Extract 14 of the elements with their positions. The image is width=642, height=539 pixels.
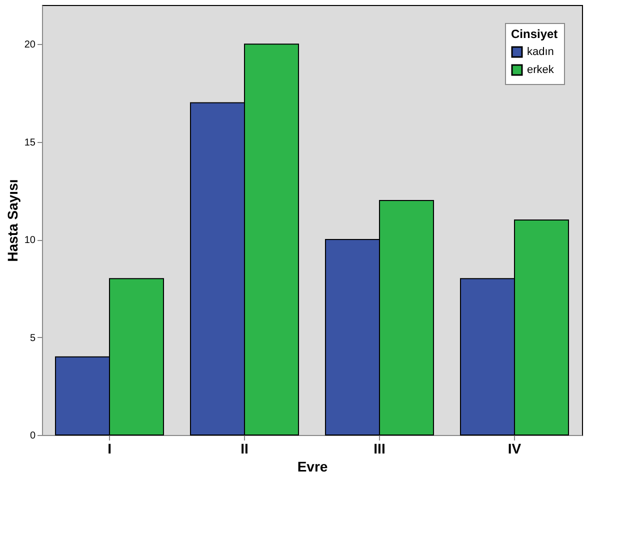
legend-title: Cinsiyet xyxy=(511,27,558,41)
legend-label: erkek xyxy=(527,64,554,76)
y-tick-label: 5 xyxy=(30,332,36,344)
x-tick-label: II xyxy=(240,440,248,456)
x-tick-label: IV xyxy=(508,440,522,456)
y-tick-label: 10 xyxy=(24,235,36,246)
legend-label: kadın xyxy=(527,46,554,58)
y-axis-title: Hasta Sayısı xyxy=(4,179,20,262)
x-tick-label: III xyxy=(374,440,386,456)
x-tick-label: I xyxy=(108,440,112,456)
y-tick-label: 20 xyxy=(24,40,36,51)
y-tick-label: 15 xyxy=(24,137,36,148)
x-axis-title: Evre xyxy=(297,458,328,474)
y-tick-label: 0 xyxy=(30,430,36,442)
